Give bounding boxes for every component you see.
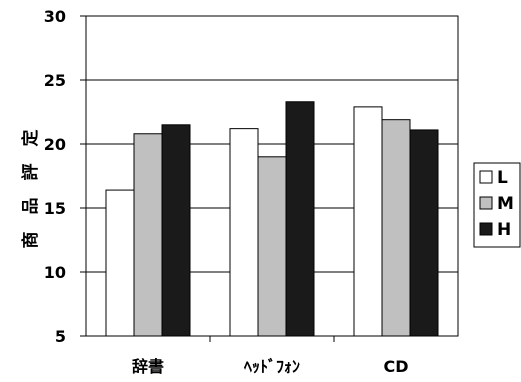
y-axis-ticks: 5 10 15 20 25 30 [44,7,86,346]
bar-h [285,101,315,337]
bar-l [105,189,135,337]
x-axis-ticks: 辞書 ﾍｯﾄﾞﾌｫﾝ CD [132,336,409,376]
bar-l [229,128,259,337]
bar-l [353,106,383,337]
legend: LMH [473,162,521,248]
legend-swatch-l [479,170,493,184]
y-tick-label: 10 [44,263,66,282]
x-category-label: CD [383,357,408,376]
x-category-label: ﾍｯﾄﾞﾌｫﾝ [243,357,300,376]
bar-m [257,156,287,337]
bar-m [133,133,163,337]
x-category-label: 辞書 [132,357,164,376]
legend-label-h: H [497,220,511,240]
y-tick-label: 25 [44,71,66,90]
y-axis-label-char: 定 [20,130,41,147]
y-tick-label: 30 [44,7,66,26]
bar-group [105,101,439,337]
bar-m [381,119,411,337]
y-tick-label: 15 [44,199,66,218]
bar-h [161,124,191,337]
bar-h [409,129,439,337]
y-tick-label: 20 [44,135,66,154]
legend-label-m: M [497,194,514,214]
legend-swatch-h [479,222,493,236]
y-tick-label: 5 [55,327,66,346]
legend-label-l: L [497,168,508,188]
y-axis-label-char: 品 [21,198,41,215]
y-axis-label-char: 評 [20,164,41,181]
y-axis-label-char: 商 [20,232,41,249]
plot-area-frame [85,15,459,337]
legend-swatch-m [479,196,493,210]
